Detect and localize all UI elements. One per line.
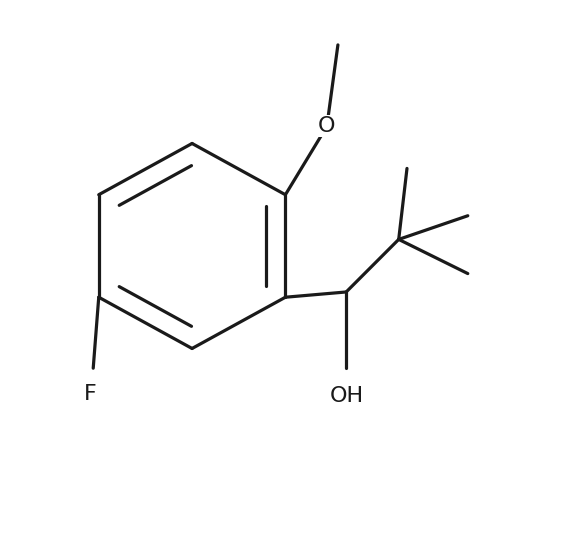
Text: OH: OH — [330, 386, 364, 405]
Text: F: F — [84, 384, 97, 404]
Text: O: O — [318, 116, 335, 136]
